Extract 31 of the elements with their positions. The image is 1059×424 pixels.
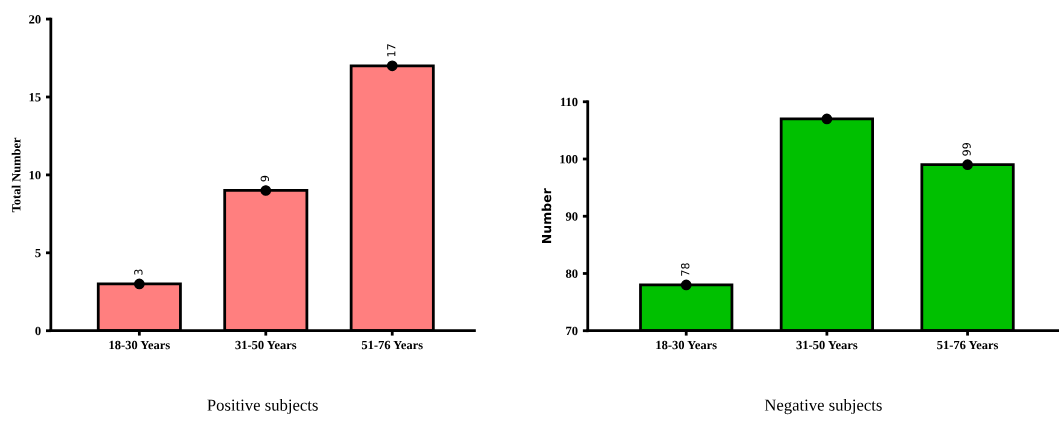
x-tick-label: 31-50 Years: [796, 340, 858, 350]
y-tick-label: 100: [560, 155, 578, 164]
data-label: 17: [387, 44, 396, 57]
y-tick-label: 80: [565, 269, 578, 278]
x-tick-label: 51-76 Years: [937, 340, 999, 350]
point: [260, 185, 272, 196]
point: [386, 60, 398, 72]
data-label: 3: [134, 269, 143, 275]
data-label: 99: [962, 143, 971, 156]
y-tick-label: 20: [29, 15, 41, 24]
y-tick-label: 110: [560, 97, 578, 107]
y-tick-label: 5: [35, 248, 41, 258]
y-axis-title: Total Number: [11, 137, 21, 213]
data-label: 78: [681, 263, 690, 276]
y-tick-label: 90: [565, 212, 578, 221]
data-label: 9: [260, 175, 270, 182]
y-tick-label: 15: [29, 93, 41, 102]
y-axis-title: Number: [541, 188, 552, 244]
x-tick-label: 31-50 Years: [235, 340, 297, 350]
x-tick-label: 18-30 Years: [656, 340, 717, 350]
y-tick-label: 70: [566, 326, 578, 336]
x-axis-title: Negative subjects: [764, 399, 882, 415]
point: [133, 278, 145, 290]
y-tick-label: 0: [35, 326, 41, 336]
point: [680, 279, 692, 291]
point: [821, 113, 833, 125]
point: [962, 159, 973, 171]
x-axis-title: Positive subjects: [207, 399, 318, 415]
x-tick-label: 18-30 Years: [109, 340, 170, 350]
y-tick-label: 10: [29, 170, 41, 180]
x-tick-label: 51-76 Years: [361, 340, 423, 350]
